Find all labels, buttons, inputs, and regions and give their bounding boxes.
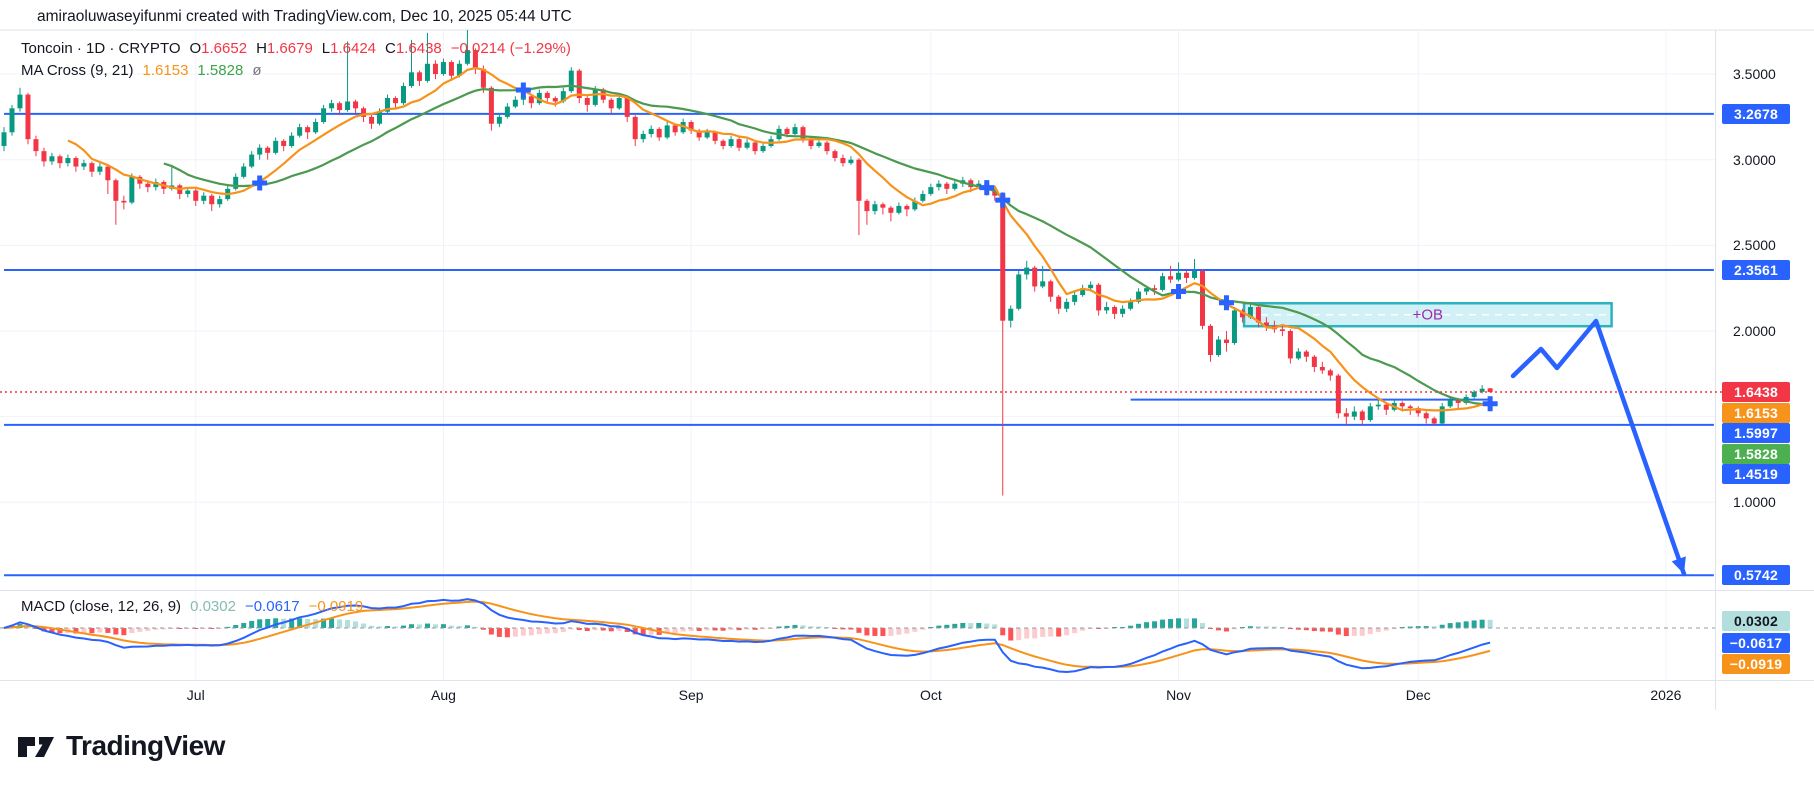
ma-more-icon[interactable]: ø	[252, 62, 262, 79]
macd-legend[interactable]: MACD (close, 12, 26, 9) 0.0302 −0.0617 −…	[21, 598, 363, 615]
macd-histogram	[1, 618, 1493, 641]
change-value: −0.0214 (−1.29%)	[450, 40, 571, 57]
macd-pane[interactable]	[0, 598, 1715, 674]
macd-line-value: −0.0617	[244, 598, 300, 615]
close-value: C1.6438	[385, 40, 442, 57]
time-tick-Sep: Sep	[678, 687, 704, 703]
ma-cross-legend[interactable]: MA Cross (9, 21) 1.6153 1.5828 ø	[21, 62, 261, 79]
price-tick-1.0000: 1.0000	[1733, 494, 1776, 511]
price-tick-3.5000: 3.5000	[1733, 66, 1776, 83]
projection-arrow[interactable]	[1510, 318, 1687, 577]
time-tick-2026: 2026	[1650, 687, 1682, 703]
ma-slow-badge: 1.5828	[1722, 443, 1790, 464]
tradingview-logo[interactable]: TradingView	[16, 730, 225, 762]
price-pane[interactable]	[1, 30, 1714, 577]
pane-borders	[0, 29, 1814, 710]
tradingview-logo-icon	[18, 737, 54, 757]
ma-fast-badge: 1.6153	[1722, 402, 1790, 423]
tradingview-logo-text: TradingView	[66, 730, 225, 761]
current-price-badge: 1.6438	[1722, 382, 1790, 403]
level-badge-3.2678: 3.2678	[1722, 103, 1790, 124]
ma-slow-value: 1.5828	[197, 62, 244, 79]
candles[interactable]	[1, 30, 1493, 496]
ma-fast-value: 1.6153	[142, 62, 189, 79]
level-badge-1.5997: 1.5997	[1722, 423, 1790, 444]
open-value: O1.6652	[189, 40, 248, 57]
credit-text: amiraoluwaseyifunmi created with Trading…	[37, 8, 572, 25]
level-badge-0.5742: 0.5742	[1722, 565, 1790, 586]
macd-badge-1: −0.0617	[1722, 633, 1790, 653]
gridlines	[0, 30, 1715, 680]
level-badge-2.3561: 2.3561	[1722, 260, 1790, 280]
price-tick-2.0000: 2.0000	[1733, 323, 1776, 339]
macd-badge-0: 0.0302	[1722, 611, 1790, 631]
macd-hist-value: 0.0302	[190, 598, 236, 615]
ma-cross-markers	[252, 82, 1498, 412]
level-badge-1.4519: 1.4519	[1722, 464, 1790, 485]
symbol-legend[interactable]: Toncoin · 1D · CRYPTO O1.6652 H1.6679 L1…	[21, 40, 571, 57]
ma-fast-line[interactable]	[67, 66, 1491, 412]
time-tick-Jul: Jul	[186, 687, 205, 703]
high-value: H1.6679	[256, 40, 313, 57]
time-tick-Nov: Nov	[1166, 687, 1191, 703]
order-block-label: +OB	[1412, 306, 1444, 324]
symbol-title[interactable]: Toncoin · 1D · CRYPTO	[21, 40, 181, 57]
low-value: L1.6424	[321, 40, 377, 57]
price-tick-3.0000: 3.0000	[1733, 151, 1776, 168]
price-tick-2.5000: 2.5000	[1733, 237, 1776, 254]
level-lines[interactable]	[4, 112, 1714, 577]
macd-signal-value: −0.0919	[308, 598, 364, 615]
projection-arrow-head	[1671, 556, 1686, 574]
time-tick-Aug: Aug	[430, 687, 456, 703]
time-tick-Oct: Oct	[919, 687, 942, 703]
macd-badge-2: −0.0919	[1722, 654, 1790, 674]
ma-cross-title[interactable]: MA Cross (9, 21)	[21, 62, 134, 79]
macd-main-line	[3, 598, 1491, 674]
macd-title[interactable]: MACD (close, 12, 26, 9)	[21, 598, 182, 615]
time-tick-Dec: Dec	[1405, 687, 1431, 703]
